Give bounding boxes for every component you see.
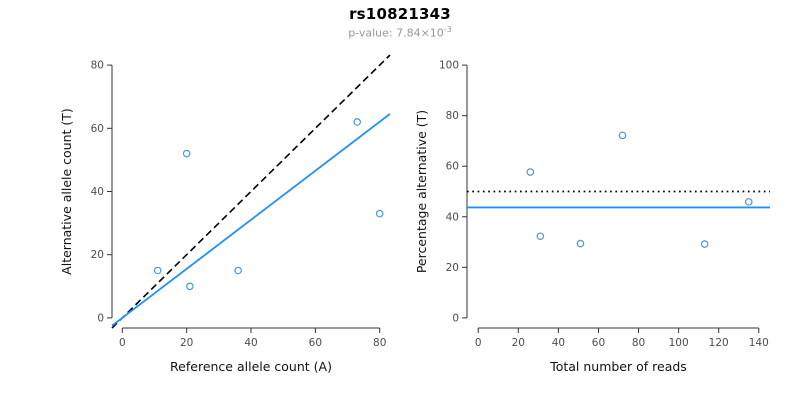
x-tick-label: 120 (709, 337, 729, 349)
x-tick-label: 40 (552, 337, 565, 349)
y-tick-label: 20 (91, 249, 104, 261)
data-point (186, 282, 194, 291)
allele-count-scatter: 0 20 40 60 80 0 20 40 60 80 Reference allele count… (59, 54, 391, 374)
data-point (353, 118, 361, 126)
y-tick-label: 0 (452, 312, 459, 324)
data-point (182, 149, 191, 158)
data-point (153, 266, 162, 275)
x-axis-label: Total number of reads (549, 359, 687, 374)
y-tick-label: 40 (91, 186, 104, 198)
data-point (744, 198, 753, 206)
y-tick-label: 60 (446, 161, 459, 173)
data-point (375, 209, 384, 218)
pvalue-base: p-value: 7.84×10 (348, 26, 444, 40)
y-tick-label: 60 (91, 123, 104, 135)
data-point (576, 239, 585, 248)
x-tick-label: 0 (119, 337, 126, 349)
x-tick-label: 140 (749, 337, 769, 349)
figure-header: rs10821343 p-value: 7.84×10-3 (0, 5, 800, 40)
x-tick-label: 0 (475, 337, 482, 349)
x-tick-label: 80 (632, 337, 645, 349)
x-tick-label: 20 (180, 337, 193, 349)
figure-title: rs10821343 (349, 5, 451, 23)
pvalue-exponent: -3 (443, 25, 452, 34)
y-axis-label: Percentage alternative (T) (414, 110, 429, 273)
identity-line (111, 54, 391, 329)
x-tick-label: 20 (512, 337, 525, 349)
figure-subtitle: p-value: 7.84×10-3 (0, 25, 800, 40)
charts-row: 0 20 40 60 80 0 20 40 60 80 Reference allele count… (45, 40, 788, 390)
data-point (700, 240, 709, 248)
y-tick-label: 80 (446, 110, 459, 122)
y-tick-label: 80 (91, 60, 104, 72)
y-tick-label: 0 (97, 312, 104, 324)
y-axis-label: Alternative allele count (T) (59, 108, 74, 275)
data-point (618, 131, 627, 140)
x-tick-label: 100 (669, 337, 689, 349)
x-axis-label: Reference allele count (A) (170, 359, 332, 374)
x-tick-label: 40 (244, 337, 257, 349)
x-tick-label: 60 (309, 337, 322, 349)
x-tick-label: 60 (592, 337, 605, 349)
y-tick-label: 100 (439, 60, 459, 72)
percentage-alternative-scatter: 0 20 40 60 80 100 120 140 0 20 40 60 80 100 Total numb… (414, 60, 770, 374)
data-point (536, 232, 545, 241)
y-tick-label: 40 (446, 211, 459, 223)
fit-line (111, 113, 391, 327)
data-point (234, 266, 242, 275)
y-tick-label: 20 (446, 262, 459, 274)
data-point (526, 168, 535, 176)
x-tick-label: 80 (373, 337, 386, 349)
